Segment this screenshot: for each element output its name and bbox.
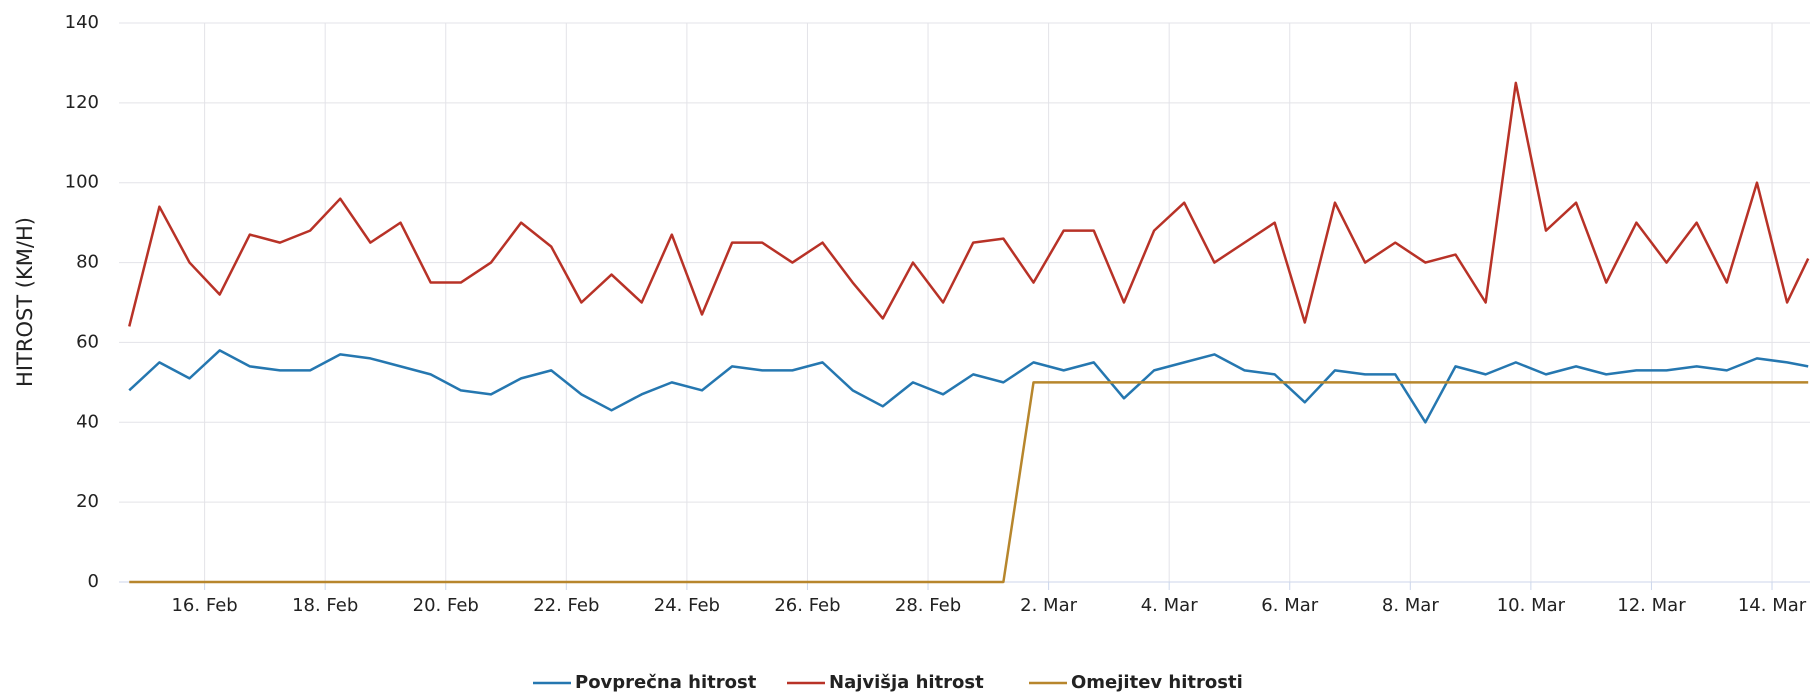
x-tick-label: 10. Mar <box>1497 595 1566 616</box>
data-line <box>128 349 1809 424</box>
x-tick-label: 24. Feb <box>654 595 720 616</box>
y-tick-label: 20 <box>76 491 99 512</box>
x-tick-label: 16. Feb <box>171 595 237 616</box>
x-tick-label: 20. Feb <box>413 595 479 616</box>
legend-label: Omejitev hitrosti <box>1071 672 1243 693</box>
x-tick-label: 2. Mar <box>1020 595 1077 616</box>
y-tick-label: 120 <box>65 92 99 113</box>
y-tick-label: 0 <box>88 571 99 592</box>
y-tick-label: 100 <box>65 172 99 193</box>
data-line <box>129 381 1809 584</box>
x-tick-label: 6. Mar <box>1261 595 1318 616</box>
y-tick-label: 80 <box>76 252 99 273</box>
y-axis-label: HITROST (KM/H) <box>13 217 37 387</box>
data-line <box>128 81 1810 327</box>
x-tick-label: 14. Mar <box>1738 595 1807 616</box>
x-tick-label: 26. Feb <box>774 595 840 616</box>
y-tick-label: 140 <box>65 12 99 33</box>
legend-label: Najvišja hitrost <box>829 672 984 693</box>
x-tick-label: 12. Mar <box>1617 595 1686 616</box>
legend: Povprečna hitrost Najvišja hitrost Omejite… <box>533 672 1243 693</box>
y-tick-label: 60 <box>76 331 99 352</box>
x-tick-label: 8. Mar <box>1382 595 1439 616</box>
x-tick-label: 4. Mar <box>1141 595 1198 616</box>
y-tick-label: 40 <box>76 411 99 432</box>
x-tick-label: 22. Feb <box>533 595 599 616</box>
legend-label: Povprečna hitrost <box>575 672 757 693</box>
x-tick-label: 18. Feb <box>292 595 358 616</box>
x-tick-label: 28. Feb <box>895 595 961 616</box>
